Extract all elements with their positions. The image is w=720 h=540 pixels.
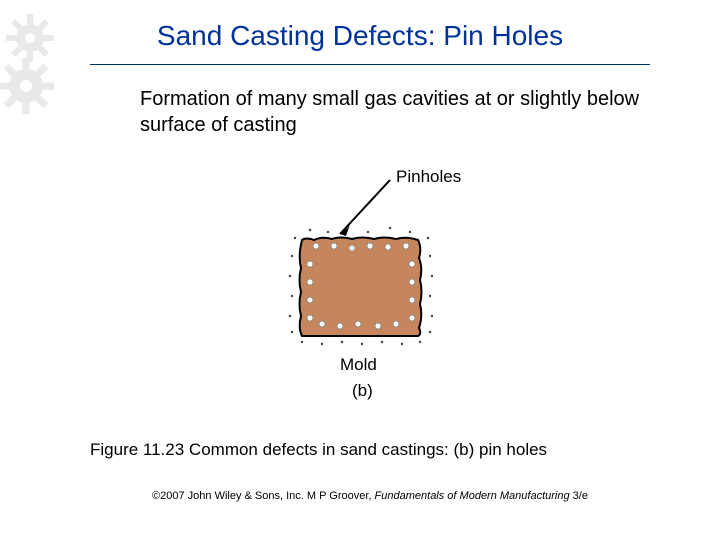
pinholes-label: Pinholes (396, 167, 461, 186)
casting-block (300, 238, 422, 337)
page-title: Sand Casting Defects: Pin Holes (0, 20, 720, 52)
body-text: Formation of many small gas cavities at … (140, 86, 660, 138)
footer-edition: 3/e (570, 490, 588, 502)
sub-label: (b) (352, 381, 373, 400)
footer: ©2007 John Wiley & Sons, Inc. M P Groove… (90, 490, 650, 502)
footer-copyright: ©2007 John Wiley & Sons, Inc. M P Groove… (152, 490, 375, 502)
pinholes-diagram: Pinholes Mold (b) (240, 160, 480, 420)
caption-prefix: Figure 11.23 (90, 440, 184, 459)
title-rule (90, 64, 650, 65)
footer-book: Fundamentals of Modern Manufacturing (375, 490, 570, 502)
figure-caption: Figure 11.23 Common defects in sand cast… (90, 440, 650, 460)
mold-label: Mold (340, 355, 377, 374)
caption-rest: Common defects in sand castings: (b) pin… (184, 440, 547, 459)
